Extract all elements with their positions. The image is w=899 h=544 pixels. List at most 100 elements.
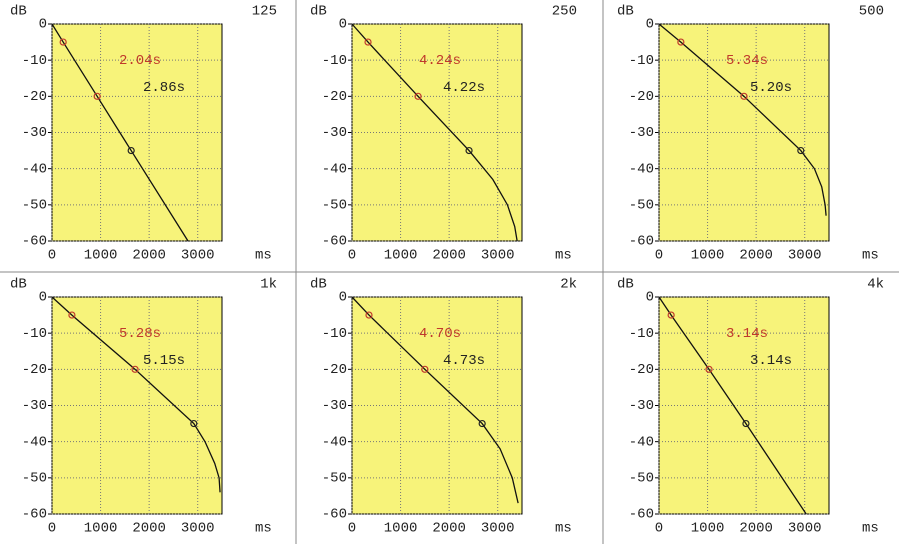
y-tick-label: -30 (629, 125, 654, 141)
y-tick-label: 0 (646, 290, 654, 306)
decay-curve (351, 296, 519, 504)
band-label: 125 (252, 4, 277, 20)
x-tick-label: 3000 (181, 248, 215, 264)
rt-value: 5.34s (726, 53, 768, 69)
y-tick-label: -30 (629, 398, 654, 414)
marker (465, 146, 473, 155)
marker (131, 365, 139, 373)
x-tick-label: 1000 (384, 521, 418, 537)
y-tick-label: -40 (22, 434, 47, 450)
panel: 0-10-20-30-40-50-600 1000 2000 3000dBms1252… (10, 4, 277, 264)
y-axis-label: dB (617, 277, 634, 293)
panel: 0-10-20-30-40-50-600 1000 2000 3000dBms2k4.… (310, 277, 577, 537)
x-tick-label: 0 (655, 248, 663, 264)
decay-curve (658, 296, 807, 515)
x-axis-label: ms (555, 248, 572, 264)
rt-value: 5.20s (750, 80, 792, 96)
y-tick-label: -50 (322, 471, 347, 487)
x-tick-label: 0 (348, 521, 356, 537)
x-tick-label: 2000 (132, 521, 166, 537)
marker (190, 419, 198, 428)
rt-value: 3.14s (726, 326, 768, 342)
x-tick-label: 1000 (384, 248, 418, 264)
y-tick-label: 0 (339, 17, 347, 33)
x-tick-label: 2000 (432, 521, 466, 537)
rt-value: 3.14s (750, 353, 792, 369)
y-tick-label: -10 (322, 326, 347, 342)
y-tick-label: -30 (22, 125, 47, 141)
y-tick-label: 0 (39, 290, 47, 306)
y-tick-label: -30 (322, 398, 347, 414)
y-axis-label: dB (10, 277, 27, 293)
x-tick-label: 0 (48, 521, 56, 537)
x-tick-label: 1000 (84, 521, 118, 537)
y-tick-label: -60 (322, 234, 347, 250)
y-tick-label: 0 (39, 17, 47, 33)
marker (364, 38, 372, 46)
x-tick-label: 2000 (739, 248, 773, 264)
panel: 0-10-20-30-40-50-600 1000 2000 3000dBms5005… (617, 4, 884, 264)
rt-value: 4.22s (443, 80, 485, 96)
x-tick-label: 3000 (788, 521, 822, 537)
x-tick-label: 2000 (739, 521, 773, 537)
marker (59, 38, 67, 46)
marker (478, 419, 486, 428)
y-tick-label: -10 (22, 326, 47, 342)
y-tick-label: -30 (322, 125, 347, 141)
y-tick-label: -40 (322, 434, 347, 450)
marker (414, 92, 422, 100)
y-axis-label: dB (310, 4, 327, 20)
x-tick-label: 3000 (481, 521, 515, 537)
marker (127, 146, 135, 155)
x-tick-label: 0 (348, 248, 356, 264)
y-tick-label: -60 (629, 507, 654, 523)
panel: 0-10-20-30-40-50-600 1000 2000 3000dBms1k5.… (10, 277, 277, 537)
decay-curve (51, 296, 221, 493)
y-axis-label: dB (10, 4, 27, 20)
band-label: 250 (552, 4, 577, 20)
panel: 0-10-20-30-40-50-600 1000 2000 3000dBms4k3.… (617, 277, 884, 537)
marker (421, 365, 429, 373)
y-tick-label: -50 (629, 198, 654, 214)
rt-value: 4.73s (443, 353, 485, 369)
y-tick-label: -40 (322, 161, 347, 177)
y-tick-label: -50 (22, 198, 47, 214)
band-label: 2k (560, 277, 577, 293)
y-tick-label: -20 (22, 89, 47, 105)
y-tick-label: -20 (629, 89, 654, 105)
decay-curve (351, 23, 518, 242)
rt-value: 4.70s (419, 326, 461, 342)
marker (740, 92, 748, 100)
x-axis-label: ms (255, 248, 272, 264)
y-tick-label: -50 (22, 471, 47, 487)
band-label: 500 (859, 4, 884, 20)
y-tick-label: -60 (629, 234, 654, 250)
decay-curve (51, 23, 189, 242)
marker (677, 38, 685, 46)
y-tick-label: -60 (22, 507, 47, 523)
x-axis-label: ms (862, 521, 879, 537)
y-tick-label: -60 (22, 234, 47, 250)
rt-value: 4.24s (419, 53, 461, 69)
band-label: 4k (867, 277, 884, 293)
y-tick-label: -40 (22, 161, 47, 177)
marker (705, 365, 713, 373)
x-tick-label: 3000 (181, 521, 215, 537)
y-tick-label: -20 (22, 362, 47, 378)
y-tick-label: -10 (629, 326, 654, 342)
y-axis-label: dB (617, 4, 634, 20)
y-tick-label: -50 (322, 198, 347, 214)
x-axis-label: ms (255, 521, 272, 537)
rt-value: 5.28s (119, 326, 161, 342)
y-tick-label: 0 (646, 17, 654, 33)
rt-value: 2.86s (143, 80, 185, 96)
rt-value: 5.15s (143, 353, 185, 369)
marker (667, 311, 675, 319)
decay-curve (658, 23, 827, 216)
marker (797, 146, 805, 155)
x-tick-label: 1000 (84, 248, 118, 264)
y-tick-label: -40 (629, 434, 654, 450)
marker (68, 311, 76, 319)
x-tick-label: 1000 (691, 248, 725, 264)
